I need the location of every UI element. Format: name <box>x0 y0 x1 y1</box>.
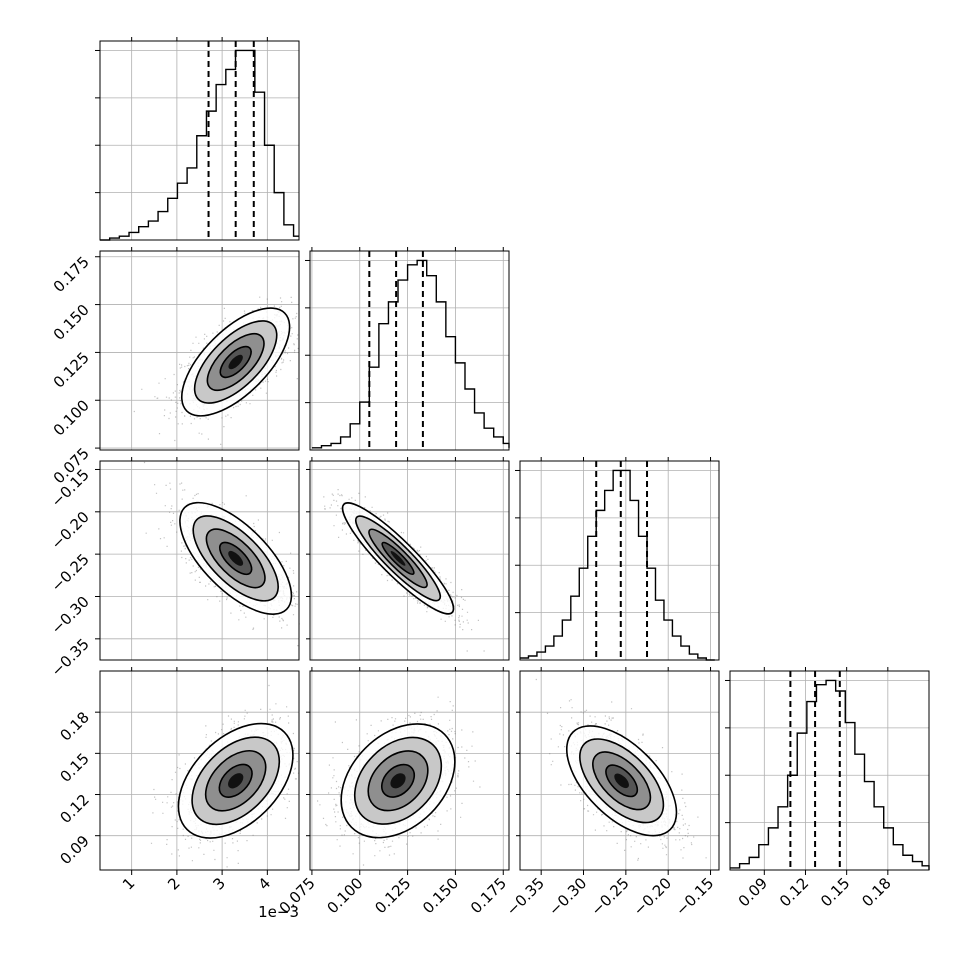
x-tick-label-2: −0.25 <box>587 874 632 919</box>
x-tick-label-3: 0.15 <box>817 874 853 910</box>
y-tick-label-1: 0.100 <box>50 396 93 439</box>
x-tick-label-1: 0.100 <box>323 874 366 917</box>
x-tick-label-2: −0.15 <box>672 874 717 919</box>
density-level-3 <box>390 550 406 566</box>
contour-3 <box>219 345 252 379</box>
hist-1-frame <box>309 250 510 451</box>
contour-1 <box>353 736 443 825</box>
contour-2 <box>206 332 265 392</box>
panel-1-0-frame <box>99 250 300 451</box>
y-tick-label-1: 0.175 <box>50 253 93 296</box>
y-tick-label-2: −0.20 <box>48 508 93 553</box>
y-tick-label-2: −0.35 <box>48 635 93 680</box>
x-tick-label-1: 0.125 <box>371 874 414 917</box>
x-tick-label-2: −0.30 <box>545 874 590 919</box>
x-offset-label: 1e−3 <box>258 903 299 921</box>
hist-0-frame <box>99 40 300 241</box>
contour-3 <box>218 763 253 798</box>
panel-3-1 <box>310 671 509 870</box>
contour-1 <box>192 515 279 602</box>
density-level-3 <box>614 773 629 789</box>
contour-3 <box>218 541 253 576</box>
contour-1 <box>193 320 278 404</box>
contour-1 <box>354 515 442 602</box>
x-tick-label-1: 0.175 <box>467 874 510 917</box>
hist-3-steps <box>730 679 930 870</box>
y-tick-label-2: −0.30 <box>48 593 93 638</box>
x-tick-label-0: 2 <box>164 874 183 893</box>
x-tick-label-3: 0.12 <box>776 874 812 910</box>
x-tick-label-2: −0.20 <box>630 874 675 919</box>
panel-3-2 <box>520 671 719 870</box>
y-tick-label-1: 0.150 <box>50 301 93 344</box>
y-tick-label-3: 0.09 <box>56 832 92 868</box>
panel-2-1-frame <box>309 460 510 661</box>
x-tick-label-0: 4 <box>255 874 274 893</box>
contour-2 <box>368 528 428 589</box>
density-level-3 <box>228 354 243 370</box>
panel-1-0 <box>100 251 299 450</box>
x-tick-label-0: 3 <box>209 874 228 893</box>
contour-1 <box>579 738 665 824</box>
x-tick-label-3: 0.18 <box>858 874 894 910</box>
panel-2-0-frame <box>99 460 300 661</box>
hist-1-steps <box>311 259 510 449</box>
panel-3-0 <box>100 671 300 870</box>
contour-0 <box>341 502 455 615</box>
hist-2-frame <box>519 460 720 661</box>
y-tick-label-3: 0.15 <box>56 749 92 785</box>
hist-2-steps <box>520 469 715 661</box>
contour-0 <box>340 723 456 839</box>
contour-2 <box>205 528 266 589</box>
panel-2-1 <box>310 461 509 660</box>
x-tick-label-1: 0.150 <box>419 874 462 917</box>
contour-0 <box>180 307 291 417</box>
y-tick-label-2: −0.25 <box>48 550 93 595</box>
contour-0 <box>565 725 678 837</box>
density-level-3 <box>228 550 244 566</box>
hist-0-steps <box>100 49 299 241</box>
contour-3 <box>605 764 639 798</box>
density-level-3 <box>390 773 406 789</box>
panel-3-2-frame <box>519 670 720 871</box>
contour-0 <box>177 722 294 839</box>
hist-3-frame <box>729 670 930 871</box>
contour-3 <box>380 763 416 798</box>
y-tick-label-3: 0.12 <box>56 791 92 827</box>
panel-3-0-frame <box>99 670 300 871</box>
x-tick-label-0: 1 <box>119 874 138 893</box>
x-tick-label-3: 0.09 <box>735 874 771 910</box>
contour-1 <box>191 736 281 826</box>
contour-0 <box>179 501 293 615</box>
x-tick-label-2: −0.35 <box>503 874 548 919</box>
panel-2-0 <box>100 461 300 660</box>
contour-2 <box>204 750 267 812</box>
contour-3 <box>381 541 415 576</box>
contour-2 <box>592 751 652 811</box>
y-tick-label-3: 0.18 <box>56 708 92 744</box>
panel-3-1-frame <box>309 670 510 871</box>
density-level-3 <box>228 773 244 789</box>
y-tick-label-1: 0.125 <box>50 349 93 392</box>
contour-2 <box>367 750 429 812</box>
